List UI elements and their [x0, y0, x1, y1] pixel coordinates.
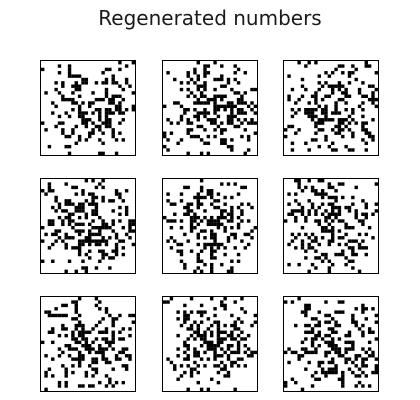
regenerated-image-1: [40, 60, 136, 156]
regenerated-image-7: [40, 296, 136, 392]
regenerated-image-5-pixels: [163, 179, 257, 273]
regenerated-image-5: [162, 178, 258, 274]
regenerated-image-8-pixels: [163, 297, 257, 391]
regenerated-image-6-pixels: [284, 179, 378, 273]
regenerated-image-2: [162, 60, 258, 156]
regenerated-image-4-pixels: [41, 179, 135, 273]
regenerated-image-3-pixels: [284, 61, 378, 152]
regenerated-image-4: [40, 178, 136, 274]
figure-title: Regenerated numbers: [98, 6, 322, 30]
regenerated-image-9-pixels: [284, 297, 378, 391]
regenerated-image-8: [162, 296, 258, 392]
regenerated-image-6: [283, 178, 379, 274]
regenerated-image-2-pixels: [163, 61, 257, 155]
regenerated-image-1-pixels: [41, 61, 135, 155]
regenerated-image-7-pixels: [41, 297, 135, 391]
regenerated-image-3: [283, 60, 379, 156]
regenerated-image-9: [283, 296, 379, 392]
